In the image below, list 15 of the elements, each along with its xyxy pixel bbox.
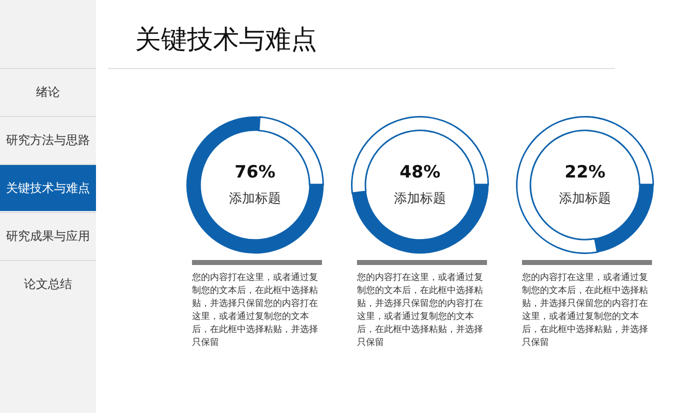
text: 您的内容打在这里，或者通过复制您的文本后，在此框中选择粘贴，并选择只保留您的内容打在这里，或者通过复制您的文本后，在此框中选择粘贴，并选择只保留 xyxy=(522,272,649,350)
text: 添加标题 xyxy=(229,191,281,206)
text: 48% xyxy=(400,162,440,182)
text: 添加标题 xyxy=(394,191,446,206)
text: 您的内容打在这里，或者通过复制您的文本后，在此框中选择粘贴，并选择只保留您的内容打在这里，或者通过复制您的文本后，在此框中选择粘贴，并选择只保留 xyxy=(192,272,319,350)
text: 76% xyxy=(234,162,276,182)
text: 关键技术与难点 xyxy=(135,24,317,57)
text: 论文总结 xyxy=(0,260,96,307)
text: 研究成果与应用 xyxy=(0,212,96,259)
text: 关键技术与难点 xyxy=(0,164,96,211)
text: 22% xyxy=(564,162,606,182)
text: 绪论 xyxy=(0,68,96,115)
text: 研究方法与思路 xyxy=(0,116,96,163)
text: 您的内容打在这里，或者通过复制您的文本后，在此框中选择粘贴，并选择只保留您的内容打在这里，或者通过复制您的文本后，在此框中选择粘贴，并选择只保留 xyxy=(357,272,484,350)
text: 添加标题 xyxy=(559,191,611,206)
